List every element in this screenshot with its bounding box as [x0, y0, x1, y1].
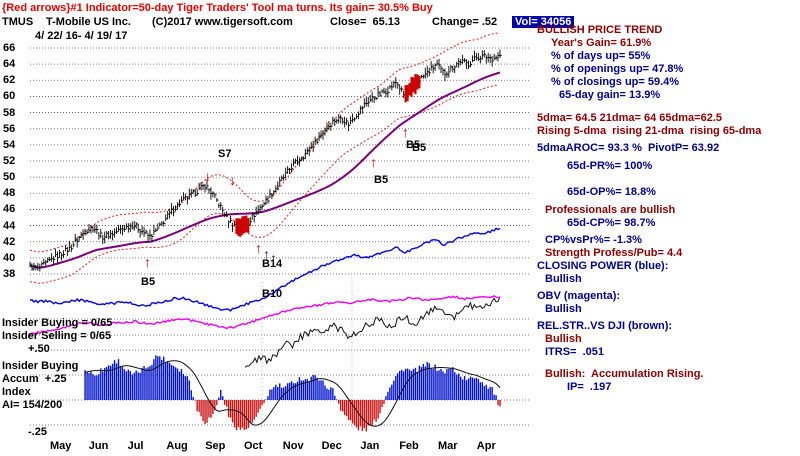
- price-tick-label: 66: [3, 42, 16, 54]
- month-label: Apr: [476, 440, 496, 452]
- up-arrow-icon: ↑: [255, 240, 262, 256]
- price-tick-label: 62: [3, 74, 16, 87]
- analysis-panel: BULLISH PRICE TREND Year's Gain= 61.9%% o…: [537, 24, 799, 394]
- analysis-line: 65d-OP%= 18.8%: [567, 186, 656, 198]
- analysis-line: % of days up= 55%: [551, 50, 651, 62]
- plus-50-label: +.50: [28, 343, 50, 355]
- price-tick-label: 58: [3, 106, 16, 119]
- accum-plus-25-label: Accum +.25: [2, 373, 67, 385]
- price-tick-label: 42: [3, 235, 16, 248]
- month-label: May: [50, 440, 72, 452]
- price-tick-label: 54: [3, 138, 16, 151]
- month-label: Sep: [205, 440, 226, 452]
- signal-label: B5: [141, 276, 156, 288]
- analysis-line: Bullish: [545, 273, 582, 285]
- price-tick-label: 50: [3, 171, 16, 184]
- analysis-line: Bullish: Accumulation Rising.: [545, 368, 704, 380]
- up-arrow-icon: ↑: [263, 246, 270, 262]
- analysis-line: CLOSING POWER (blue):: [537, 260, 669, 272]
- price-tick-label: 52: [3, 155, 16, 167]
- volume-badge: Vol= 34056: [512, 16, 575, 28]
- insider-buying-count: Insider Buying = 0/65: [2, 317, 113, 329]
- month-label: Oct: [244, 440, 263, 452]
- analysis-line: 5dmaAROC= 93.3 % PivotP= 63.92: [537, 142, 720, 154]
- analysis-line: IP= .197: [567, 381, 612, 393]
- signal-label: B10: [262, 288, 283, 300]
- up-arrow-icon: ↑: [270, 250, 277, 266]
- analysis-line: Professionals are bullish: [545, 204, 676, 216]
- ai-value: AI= 154/200: [2, 399, 63, 411]
- up-arrow-icon: ↑: [370, 154, 377, 170]
- month-label: Jun: [88, 440, 109, 452]
- analysis-line: Bullish: [545, 333, 582, 345]
- analysis-line: 5dma= 64.5 21dma= 64 65dma=62.5: [537, 112, 722, 124]
- change-value: Change= .52: [432, 16, 498, 28]
- down-arrow-icon: ↓: [204, 168, 211, 184]
- price-tick-label: 44: [3, 219, 16, 232]
- insider-selling-count: Insider Selling = 0/65: [2, 330, 112, 342]
- analysis-line: BULLISH PRICE TREND: [537, 24, 663, 36]
- price-tick-label: 40: [3, 251, 16, 264]
- price-tick-label: 60: [3, 90, 16, 103]
- month-label: Jan: [360, 440, 380, 452]
- price-tick-label: 38: [3, 268, 16, 280]
- index-label: Index: [2, 386, 31, 398]
- signal-label: B5: [412, 142, 427, 154]
- up-arrow-icon: ↑: [144, 254, 151, 270]
- close-value: Close= 65.13: [330, 16, 401, 28]
- analysis-line: Year's Gain= 61.9%: [551, 37, 652, 49]
- signal-label: S7: [218, 148, 232, 160]
- month-label: Nov: [282, 440, 304, 452]
- price-chart: [29, 32, 530, 432]
- indicator-banner: {Red arrows}#1 Indicator=50-day Tiger Tr…: [2, 2, 433, 14]
- analysis-line: REL.STR..VS DJI (brown):: [537, 320, 673, 332]
- analysis-line: Bullish: [545, 303, 582, 315]
- month-label: Mar: [438, 440, 458, 452]
- minus-25-label: -.25: [28, 426, 47, 438]
- month-label: Jul: [127, 440, 144, 452]
- up-arrow-icon: ↑: [402, 124, 409, 140]
- analysis-line: 65-day gain= 13.9%: [559, 89, 661, 101]
- price-tick-label: 48: [3, 187, 16, 200]
- signal-label: B5: [374, 174, 389, 186]
- price-tick-label: 64: [3, 58, 16, 71]
- price-tick-label: 56: [3, 122, 16, 135]
- analysis-line: ITRS= .051: [545, 346, 605, 358]
- copyright-text: (C)2017 www.tigersoft.com: [152, 16, 293, 28]
- signal-label: B5: [406, 139, 421, 151]
- month-label: Feb: [399, 440, 419, 452]
- analysis-line: 65d-PR%= 100%: [567, 160, 653, 172]
- insider-buying-title: Insider Buying: [2, 360, 79, 372]
- down-arrow-icon: ↓: [229, 172, 236, 188]
- analysis-line: CP%vsPr%= -1.3%: [545, 234, 642, 246]
- analysis-line: % of closings up= 59.4%: [551, 76, 680, 88]
- analysis-line: Strength Profess/Pub= 4.4: [545, 247, 683, 259]
- analysis-line: 65d-CP%= 98.7%: [567, 217, 656, 229]
- month-label: Aug: [166, 440, 188, 452]
- company-name: T-Mobile US Inc.: [46, 16, 131, 28]
- signal-label: B14: [262, 258, 283, 270]
- date-range: 4/ 22/ 16- 4/ 19/ 17: [35, 30, 128, 42]
- price-tick-label: 46: [3, 203, 16, 216]
- analysis-line: Rising 5-dma rising 21-dma rising 65-dma: [537, 125, 762, 137]
- analysis-line: % of openings up= 47.8%: [551, 63, 684, 75]
- ticker-symbol: TMUS: [2, 16, 34, 28]
- analysis-line: OBV (magenta):: [537, 290, 621, 302]
- month-label: Dec: [321, 440, 342, 452]
